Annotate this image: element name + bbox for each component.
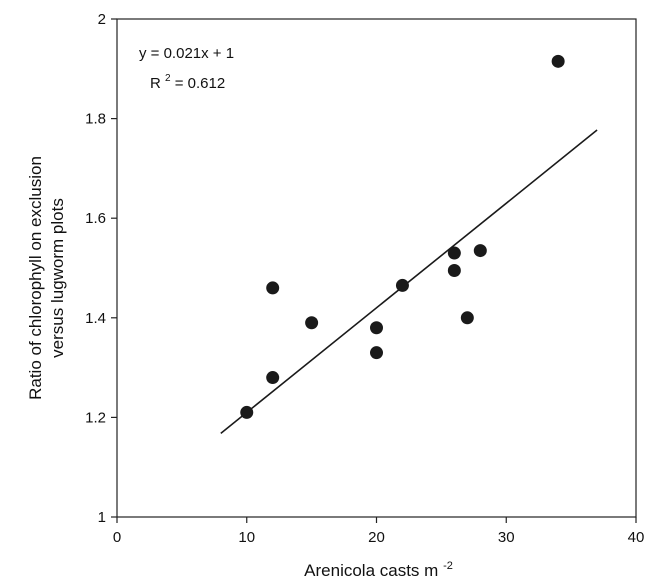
x-tick-label: 40 <box>628 529 645 546</box>
x-tick-label: 0 <box>113 529 121 546</box>
data-point <box>266 371 280 385</box>
regression-equation: y = 0.021x + 1 <box>139 45 234 62</box>
y-axis-label: Ratio of chlorophyll on exclusion versus… <box>26 156 67 400</box>
y-axis-ticks: 1 1.2 1.4 1.6 1.8 2 <box>85 11 117 526</box>
regression-line <box>220 129 598 434</box>
data-points <box>240 54 565 419</box>
y-tick-label: 1.6 <box>85 210 106 227</box>
data-point <box>460 311 474 325</box>
y-tick-label: 1.8 <box>85 111 106 128</box>
y-tick-label: 1.2 <box>85 409 106 426</box>
data-point <box>240 405 254 419</box>
x-axis-label-text: Arenicola casts m <box>304 561 438 580</box>
r-squared-superscript: 2 <box>165 73 171 84</box>
y-tick-label: 1 <box>98 509 106 526</box>
r-squared-label: R 2 = 0.612 <box>150 68 225 92</box>
x-tick-label: 10 <box>238 529 255 546</box>
data-point <box>447 246 461 260</box>
r-squared-value: = 0.612 <box>175 75 225 92</box>
data-point <box>370 321 383 335</box>
data-point <box>473 244 487 258</box>
data-point <box>395 278 409 292</box>
x-axis-ticks: 0 10 20 30 40 <box>113 517 645 546</box>
x-tick-label: 30 <box>498 529 515 546</box>
x-tick-label: 20 <box>368 529 385 546</box>
x-axis-label-superscript: -2 <box>443 560 453 572</box>
x-axis-label: Arenicola casts m -2 <box>304 560 453 580</box>
y-tick-label: 2 <box>98 11 106 28</box>
regression-line-group <box>220 129 598 434</box>
data-point <box>266 281 280 295</box>
y-axis-label-line-2: versus lugworm plots <box>48 198 67 358</box>
data-point <box>447 263 461 277</box>
r-squared-prefix: R <box>150 75 161 92</box>
y-tick-label: 1.4 <box>85 310 106 327</box>
plot-area <box>116 18 637 518</box>
data-point <box>551 54 565 68</box>
plot-frame <box>116 18 637 518</box>
data-point <box>370 346 383 360</box>
y-axis-label-line-1: Ratio of chlorophyll on exclusion <box>26 156 45 400</box>
data-point <box>305 316 319 330</box>
